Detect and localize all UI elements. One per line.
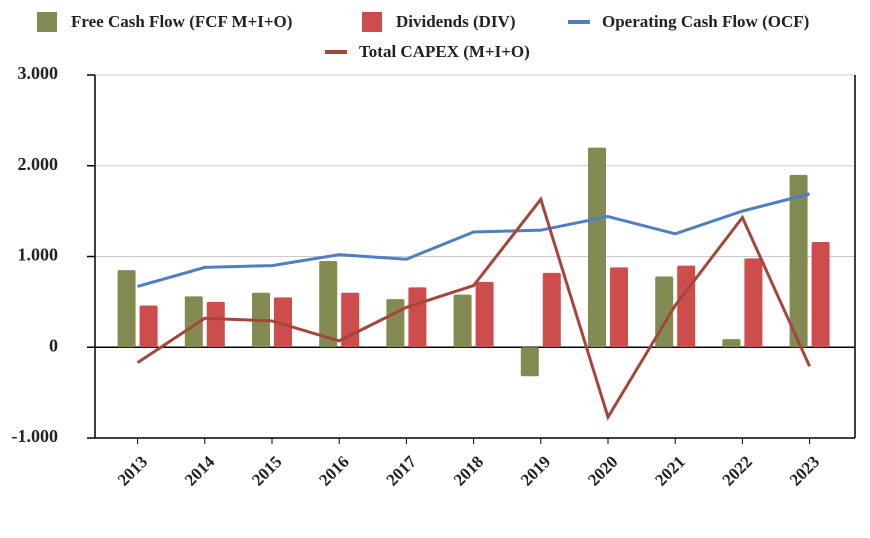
legend-label: Free Cash Flow (FCF M+I+O) [71, 12, 292, 31]
x-tick-label: 2013 [114, 452, 151, 489]
legend-label: Operating Cash Flow (OCF) [602, 12, 809, 31]
bar [319, 261, 338, 348]
x-tick-label: 2022 [719, 452, 756, 489]
bar [789, 174, 808, 348]
x-tick-label: 2014 [181, 452, 219, 490]
bar [386, 299, 405, 348]
bar [542, 272, 561, 348]
line [136, 196, 811, 421]
x-tick-label: 2023 [786, 452, 823, 489]
x-tick-label: 2015 [248, 452, 285, 489]
bar [475, 281, 494, 348]
bar [520, 347, 539, 377]
bar [811, 241, 830, 348]
x-tick-label: 2019 [517, 452, 554, 489]
legend-swatch [362, 12, 382, 32]
x-tick-label: 2016 [315, 452, 352, 489]
bar [588, 147, 606, 348]
bar [206, 301, 225, 348]
bar [408, 287, 427, 348]
bar [139, 305, 158, 348]
legend-swatch [37, 12, 57, 32]
y-tick-label: -1.000 [12, 426, 59, 446]
y-tick-label: 0 [49, 335, 58, 355]
x-tick-label: 2021 [651, 452, 688, 489]
bar [184, 296, 203, 348]
y-tick-label: 1.000 [18, 245, 59, 265]
y-tick-label: 2.000 [18, 154, 59, 174]
y-tick-label: 3.000 [18, 63, 59, 83]
x-tick-label: 2017 [383, 452, 421, 490]
bar [677, 265, 696, 348]
legend-label: Dividends (DIV) [396, 12, 516, 31]
line [137, 192, 810, 288]
bar [453, 294, 472, 348]
bar [117, 270, 136, 348]
bar [722, 339, 741, 348]
x-tick-label: 2020 [584, 452, 621, 489]
bar [274, 297, 292, 348]
bar [744, 258, 763, 348]
x-tick-label: 2018 [450, 452, 487, 489]
legend-label: Total CAPEX (M+I+O) [359, 42, 530, 61]
bar [610, 267, 628, 348]
